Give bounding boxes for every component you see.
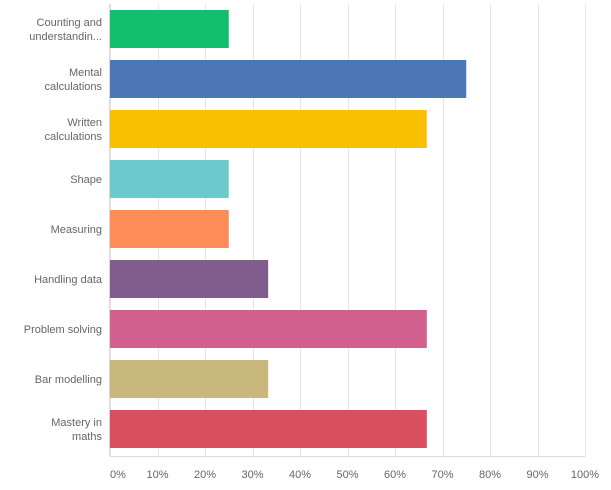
bar <box>110 10 229 48</box>
y-category-label: understandin... <box>29 31 102 43</box>
y-category-label: Bar modelling <box>35 374 102 386</box>
x-tick-label: 10% <box>146 469 168 481</box>
y-category-label: Mental <box>69 67 102 79</box>
x-tick-label: 80% <box>479 469 501 481</box>
y-category-label: Mastery in <box>51 417 102 429</box>
y-category-label: calculations <box>45 81 103 93</box>
x-tick-label: 40% <box>289 469 311 481</box>
bar <box>110 310 427 348</box>
y-category-label: Counting and <box>37 17 102 29</box>
y-category-label: Shape <box>70 174 102 186</box>
x-tick-label: 60% <box>384 469 406 481</box>
bar <box>110 110 427 148</box>
y-category-label: Written <box>67 117 102 129</box>
bar <box>110 60 467 98</box>
x-tick-label: 0% <box>110 469 126 481</box>
bar <box>110 260 269 298</box>
y-category-label: Problem solving <box>24 324 102 336</box>
y-category-label: calculations <box>45 131 103 143</box>
bar <box>110 410 427 448</box>
y-category-label: maths <box>72 431 102 443</box>
x-tick-label: 30% <box>241 469 263 481</box>
x-tick-label: 90% <box>526 469 548 481</box>
bar <box>110 210 229 248</box>
x-tick-label: 20% <box>194 469 216 481</box>
bar <box>110 360 269 398</box>
y-category-label: Handling data <box>34 274 103 286</box>
bar <box>110 160 229 198</box>
x-tick-label: 70% <box>431 469 453 481</box>
x-tick-label: 50% <box>336 469 358 481</box>
y-category-label: Measuring <box>51 224 102 236</box>
x-tick-label: 100% <box>571 469 599 481</box>
